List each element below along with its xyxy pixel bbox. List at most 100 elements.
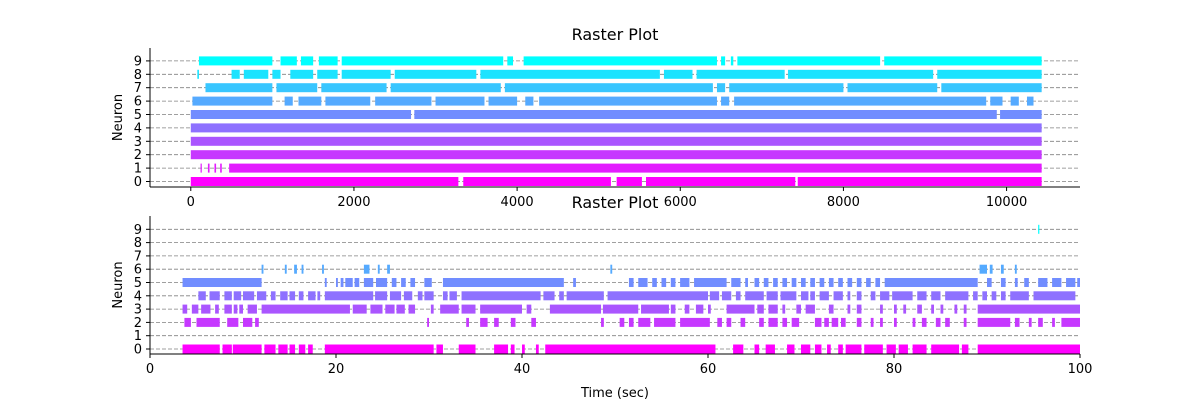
- spike-segment: [352, 304, 367, 314]
- spike-segment: [880, 304, 883, 314]
- spike-segment: [782, 317, 788, 327]
- chart-title: Raster Plot: [572, 193, 659, 212]
- spike-segment: [298, 291, 304, 301]
- spike-segment: [387, 264, 390, 274]
- spike-segment: [442, 278, 564, 287]
- y-tick-label: 8: [134, 68, 142, 83]
- spike-train-neuron-5: [182, 278, 1080, 287]
- spike-segment: [735, 291, 741, 301]
- spike-segment: [661, 278, 667, 287]
- spike-segment: [466, 317, 469, 327]
- spike-segment: [931, 304, 934, 314]
- spike-segment: [317, 291, 321, 301]
- spike-segment: [182, 278, 262, 287]
- spike-segment: [278, 344, 288, 354]
- spike-segment: [977, 344, 1080, 354]
- spike-segment: [197, 69, 199, 79]
- spike-segment: [198, 291, 206, 301]
- spike-segment: [819, 278, 825, 287]
- spike-segment: [931, 291, 941, 301]
- spike-segment: [385, 304, 395, 314]
- spike-segment: [243, 69, 269, 79]
- spike-segment: [730, 56, 734, 66]
- spike-segment: [670, 304, 676, 314]
- spike-segment: [894, 304, 897, 314]
- spike-segment: [289, 291, 296, 301]
- spike-train-neuron-8: [197, 69, 1042, 79]
- spike-segment: [989, 264, 993, 274]
- spike-segment: [284, 96, 293, 106]
- spike-segment: [321, 83, 387, 93]
- spike-segment: [766, 291, 778, 301]
- spike-segment: [488, 96, 518, 106]
- spike-segment: [190, 123, 1042, 133]
- spike-train-neuron-7: [205, 83, 1042, 93]
- spike-segment: [945, 291, 969, 301]
- y-tick-label: 9: [134, 54, 142, 69]
- spike-segment: [182, 304, 188, 314]
- spike-segment: [243, 317, 253, 327]
- spike-segment: [224, 304, 232, 314]
- spike-segment: [782, 304, 786, 314]
- spike-segment: [239, 304, 243, 314]
- y-tick-label: 6: [134, 263, 142, 278]
- spike-segment: [840, 317, 846, 327]
- spike-segment: [864, 344, 883, 354]
- spike-segment: [961, 344, 969, 354]
- spike-segment: [680, 278, 690, 287]
- x-tick-label: 100: [1068, 362, 1093, 377]
- spike-segment: [912, 344, 927, 354]
- spike-segment: [389, 291, 402, 301]
- spike-segment: [941, 83, 1042, 93]
- spike-segment: [396, 304, 405, 314]
- spike-segment: [463, 177, 611, 186]
- spike-segment: [838, 278, 843, 287]
- spike-segment: [810, 278, 815, 287]
- spike-segment: [205, 83, 273, 93]
- spike-segment: [977, 304, 1080, 314]
- spike-segment: [740, 317, 746, 327]
- spike-segment: [1014, 264, 1017, 274]
- y-tick-label: 8: [134, 236, 142, 251]
- spike-segment: [284, 264, 287, 274]
- spike-segment: [870, 291, 876, 301]
- x-tick-label: 6000: [664, 195, 697, 210]
- spike-train-neuron-3: [182, 304, 1080, 314]
- spike-segment: [190, 177, 459, 186]
- spike-segment: [298, 96, 322, 106]
- spike-segment: [814, 344, 822, 354]
- spike-train-neuron-0: [182, 344, 1080, 354]
- spike-segment: [721, 96, 730, 106]
- spike-train-neuron-9: [1038, 224, 1040, 234]
- x-tick-label: 20: [328, 362, 345, 377]
- spike-segment: [261, 264, 264, 274]
- spike-segment: [370, 304, 383, 314]
- spike-segment: [694, 278, 727, 287]
- y-tick-label: 9: [134, 223, 142, 238]
- spike-train-neuron-9: [198, 56, 1042, 66]
- spike-segment: [336, 278, 338, 287]
- spike-segment: [322, 264, 324, 274]
- spike-segment: [394, 69, 477, 79]
- spike-segment: [224, 291, 232, 301]
- spike-segment: [1038, 224, 1040, 234]
- spike-segment: [638, 278, 648, 287]
- spike-segment: [827, 344, 831, 354]
- spike-segment: [494, 344, 509, 354]
- spike-segment: [430, 304, 434, 314]
- spike-segment: [884, 278, 978, 287]
- y-tick-label: 2: [134, 316, 142, 331]
- spike-segment: [1038, 278, 1048, 287]
- x-tick-label: 10000: [986, 195, 1027, 210]
- spike-segment: [294, 264, 297, 274]
- spike-segment: [191, 304, 199, 314]
- spike-segment: [734, 96, 987, 106]
- spike-segment: [754, 278, 760, 287]
- spike-segment: [733, 344, 744, 354]
- spike-segment: [290, 69, 314, 79]
- spike-train-neuron-1: [200, 163, 1042, 173]
- spike-segment: [222, 344, 232, 354]
- spike-segment: [670, 278, 676, 287]
